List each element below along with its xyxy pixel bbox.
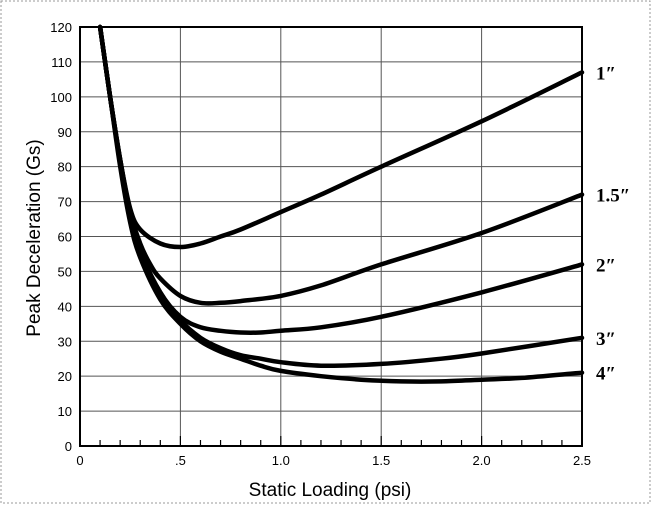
series-label-3: 2″ [596, 255, 616, 276]
x-tick-label: .5 [175, 453, 186, 468]
y-tick-label: 70 [58, 195, 72, 210]
x-tick-label: 2.0 [473, 453, 491, 468]
y-tick-label: 120 [50, 20, 72, 35]
series-labels: 1″ 1.5″ 2″ 3″ 4″ [596, 63, 630, 384]
series-label-5: 4″ [596, 364, 616, 385]
y-tick-label: 30 [58, 334, 72, 349]
tick-marks [79, 436, 583, 446]
y-tick-label: 20 [58, 369, 72, 384]
series-label-4: 3″ [596, 329, 616, 350]
series-label-1: 1″ [596, 63, 616, 84]
y-tick-label: 0 [65, 439, 72, 454]
y-tick-label: 40 [58, 299, 72, 314]
y-tick-label: 110 [51, 55, 72, 70]
y-tick-label: 60 [58, 230, 72, 245]
series-lines [97, 24, 585, 384]
y-tick-labels: 0 10 20 30 40 50 60 70 80 90 100 110 120 [50, 20, 72, 454]
y-tick-label: 10 [58, 404, 72, 419]
x-axis-title: Static Loading (psi) [249, 480, 412, 501]
x-tick-label: 1.0 [272, 453, 290, 468]
x-tick-label: 2.5 [573, 453, 591, 468]
y-tick-label: 100 [50, 90, 72, 105]
x-tick-labels: 0 .5 1.0 1.5 2.0 2.5 [76, 453, 591, 468]
plot-frame [79, 26, 583, 447]
series-line-5 [97, 24, 585, 384]
x-tick-label: 1.5 [372, 453, 390, 468]
y-tick-label: 50 [58, 264, 72, 279]
x-tick-label: 0 [76, 453, 83, 468]
y-tick-label: 80 [58, 160, 72, 175]
series-label-2: 1.5″ [596, 186, 630, 207]
y-axis-title: Peak Deceleration (Gs) [24, 139, 45, 336]
y-tick-label: 90 [58, 125, 72, 140]
